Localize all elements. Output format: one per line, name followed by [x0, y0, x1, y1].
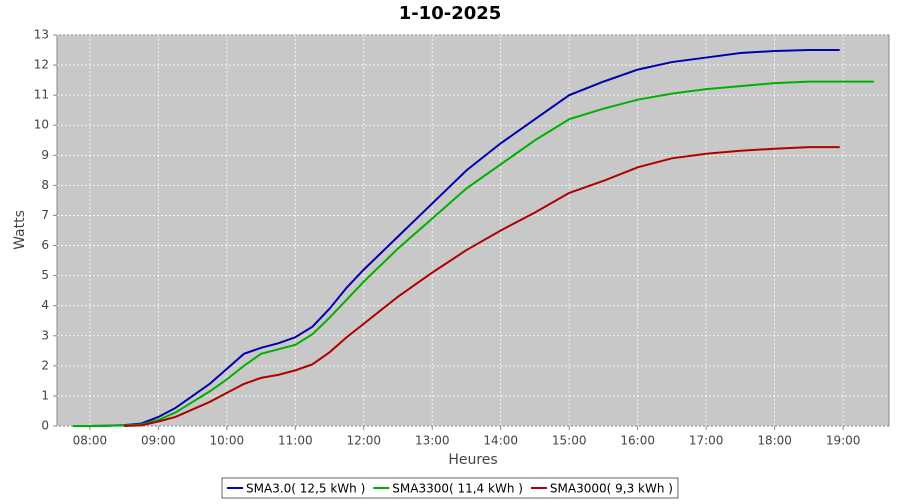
y-tick-label: 3	[41, 328, 49, 342]
y-tick-label: 8	[41, 178, 49, 192]
legend	[221, 477, 679, 499]
y-tick-label: 0	[41, 419, 49, 433]
y-tick-label: 11	[34, 88, 49, 102]
x-tick-label: 19:00	[826, 434, 861, 448]
y-tick-label: 1	[41, 388, 49, 402]
plot-area	[56, 34, 890, 427]
y-tick-label: 7	[41, 208, 49, 222]
y-tick-label: 5	[41, 268, 49, 282]
x-tick-label: 13:00	[415, 434, 450, 448]
legend-label: SMA3300( 11,4 kWh )	[392, 482, 523, 496]
y-tick-label: 10	[34, 118, 49, 132]
series-line	[89, 49, 840, 427]
x-tick-label: 15:00	[552, 434, 587, 448]
x-tick-label: 11:00	[278, 434, 313, 448]
x-tick-label: 18:00	[757, 434, 792, 448]
y-axis-label: Watts	[12, 210, 28, 250]
legend-label: SMA3.0( 12,5 kWh )	[246, 482, 365, 496]
series-line	[72, 80, 874, 427]
x-tick-label: 16:00	[620, 434, 655, 448]
x-tick-label: 10:00	[210, 434, 245, 448]
y-tick-label: 6	[41, 238, 49, 252]
series-line	[124, 146, 840, 427]
x-tick-label: 17:00	[689, 434, 724, 448]
legend-label: SMA3000( 9,3 kWh )	[550, 482, 673, 496]
x-tick-label: 08:00	[73, 434, 108, 448]
x-tick-label: 09:00	[141, 434, 176, 448]
x-axis-label: Heures	[448, 452, 497, 468]
y-tick-label: 4	[41, 298, 49, 312]
y-tick-label: 12	[34, 58, 49, 72]
x-tick-label: 14:00	[483, 434, 518, 448]
y-tick-label: 13	[34, 28, 49, 42]
y-tick-label: 2	[41, 358, 49, 372]
x-tick-label: 12:00	[346, 434, 381, 448]
y-tick-label: 9	[41, 148, 49, 162]
chart-title: 1-10-2025	[399, 3, 502, 24]
